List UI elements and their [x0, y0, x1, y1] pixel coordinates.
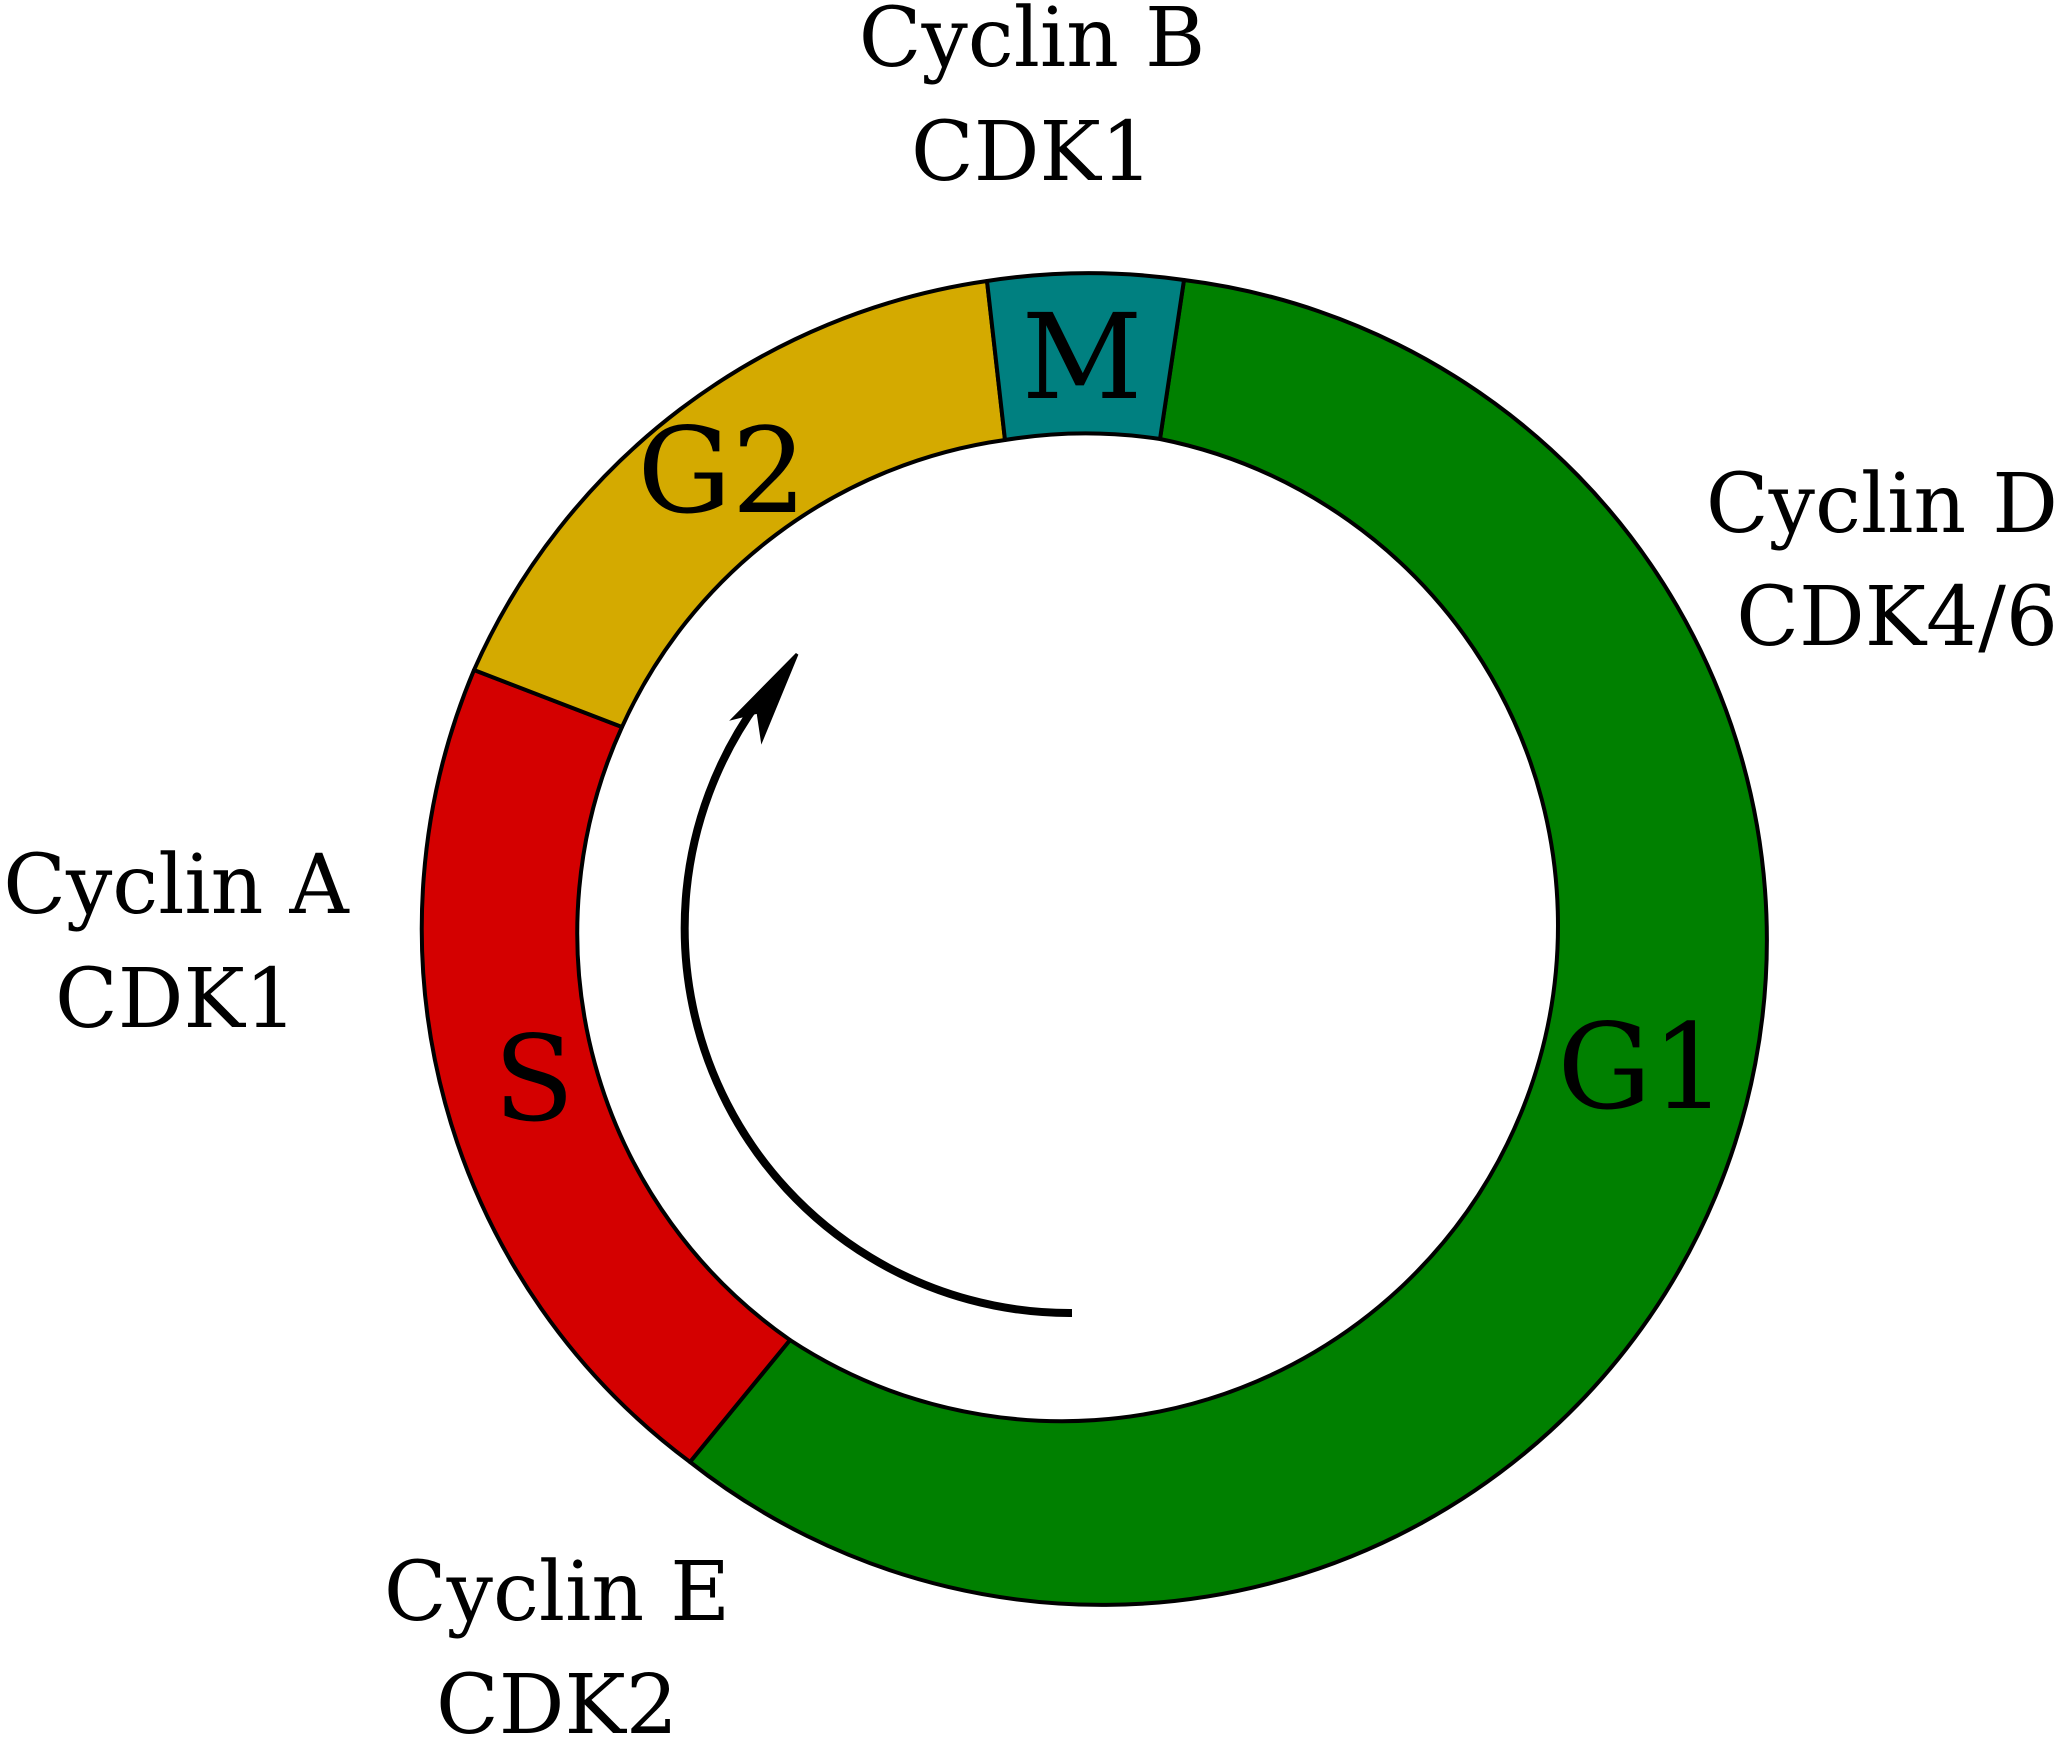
- complex-label-g1s: Cyclin E CDK2: [384, 1545, 730, 1737]
- complex-label-m: Cyclin B CDK1: [859, 0, 1206, 200]
- phase-segment-s: [419, 668, 792, 1464]
- phase-segment-g2: [472, 279, 1007, 729]
- complex-cdk-g1: CDK4/6: [1736, 570, 2058, 665]
- phase-label-m: M: [1022, 288, 1143, 426]
- complex-label-g1: Cyclin D CDK4/6: [1706, 457, 2058, 665]
- phase-segment-m: [985, 271, 1186, 442]
- cell-cycle-ring: [419, 271, 1769, 1607]
- complex-cyclin-g1s: Cyclin E: [384, 1545, 730, 1640]
- complex-cdk-m: CDK1: [911, 105, 1153, 200]
- phase-label-g2: G2: [637, 402, 806, 540]
- cycle-direction-arrow: [680, 652, 1073, 1318]
- complex-cdk-g1s: CDK2: [436, 1658, 678, 1737]
- complex-cyclin-s: Cyclin A: [3, 838, 350, 933]
- phase-segment-g1: [688, 278, 1769, 1607]
- complex-cyclin-g1: Cyclin D: [1706, 457, 2058, 552]
- phase-label-s: S: [494, 1010, 575, 1148]
- complex-label-s: Cyclin A CDK1: [3, 838, 350, 1047]
- complex-cdk-s: CDK1: [55, 952, 297, 1047]
- complex-cyclin-m: Cyclin B: [859, 0, 1206, 86]
- phase-label-g1: G1: [1557, 998, 1726, 1136]
